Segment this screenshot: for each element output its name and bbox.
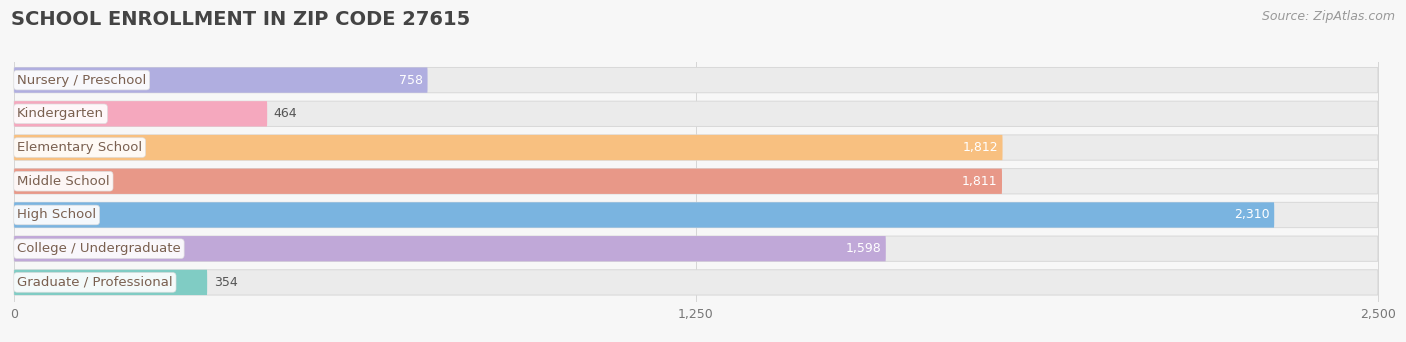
- FancyBboxPatch shape: [14, 236, 1378, 261]
- FancyBboxPatch shape: [14, 101, 1378, 127]
- FancyBboxPatch shape: [14, 270, 1378, 295]
- FancyBboxPatch shape: [14, 202, 1274, 228]
- FancyBboxPatch shape: [14, 67, 1378, 93]
- Text: Kindergarten: Kindergarten: [17, 107, 104, 120]
- FancyBboxPatch shape: [14, 135, 1002, 160]
- Text: Elementary School: Elementary School: [17, 141, 142, 154]
- Text: 1,811: 1,811: [962, 175, 998, 188]
- FancyBboxPatch shape: [14, 202, 1378, 228]
- Text: 1,812: 1,812: [963, 141, 998, 154]
- Text: 2,310: 2,310: [1234, 209, 1270, 222]
- Text: College / Undergraduate: College / Undergraduate: [17, 242, 181, 255]
- Text: High School: High School: [17, 209, 96, 222]
- FancyBboxPatch shape: [14, 169, 1002, 194]
- Text: SCHOOL ENROLLMENT IN ZIP CODE 27615: SCHOOL ENROLLMENT IN ZIP CODE 27615: [11, 10, 471, 29]
- Text: 464: 464: [274, 107, 297, 120]
- FancyBboxPatch shape: [14, 169, 1378, 194]
- Text: 758: 758: [399, 74, 423, 87]
- FancyBboxPatch shape: [14, 270, 207, 295]
- FancyBboxPatch shape: [14, 101, 267, 127]
- Text: Graduate / Professional: Graduate / Professional: [17, 276, 173, 289]
- Text: Nursery / Preschool: Nursery / Preschool: [17, 74, 146, 87]
- FancyBboxPatch shape: [14, 135, 1378, 160]
- FancyBboxPatch shape: [14, 236, 886, 261]
- Text: 354: 354: [214, 276, 238, 289]
- FancyBboxPatch shape: [14, 67, 427, 93]
- Text: Source: ZipAtlas.com: Source: ZipAtlas.com: [1261, 10, 1395, 23]
- Text: Middle School: Middle School: [17, 175, 110, 188]
- Text: 1,598: 1,598: [845, 242, 882, 255]
